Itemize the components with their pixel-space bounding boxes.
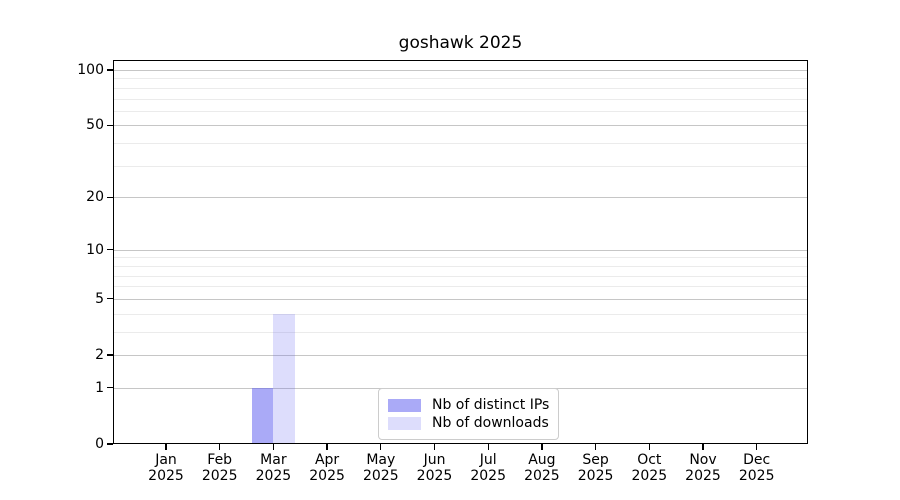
x-tick-year-may: 2025 <box>362 468 399 484</box>
y-tick-label-100: 100 <box>77 62 104 78</box>
x-tick-aug <box>541 444 543 450</box>
major-gridline-5 <box>113 298 808 300</box>
legend-swatch-nb-of-distinct-ips <box>388 398 421 412</box>
legend-swatch-nb-of-downloads <box>388 416 421 430</box>
x-tick-feb <box>219 444 221 450</box>
x-tick-month-jun: Jun <box>423 452 446 468</box>
x-tick-year-oct: 2025 <box>631 468 668 484</box>
y-tick-50 <box>107 124 113 127</box>
x-tick-year-dec: 2025 <box>738 468 775 484</box>
x-tick-label-jun: Jun 2025 <box>403 452 467 484</box>
x-tick-year-feb: 2025 <box>201 468 238 484</box>
x-tick-label-oct: Oct 2025 <box>617 452 681 484</box>
x-tick-label-jan: Jan 2025 <box>134 452 198 484</box>
x-tick-mar <box>272 444 275 450</box>
y-tick-label-5: 5 <box>95 290 104 307</box>
x-tick-label-sep: Sep 2025 <box>564 452 628 484</box>
x-tick-year-aug: 2025 <box>524 468 560 484</box>
major-gridline-100 <box>113 70 808 71</box>
chart-title: goshawk 2025 <box>398 33 523 53</box>
x-tick-month-aug: Aug <box>528 452 556 468</box>
bar-nb-of-distinct-ips-mar <box>251 387 274 444</box>
y-tick-5 <box>107 298 113 300</box>
x-tick-month-sep: Sep <box>582 452 609 468</box>
legend: Nb of distinct IPs Nb of downloads <box>378 388 560 440</box>
legend-entry-nb-of-downloads: Nb of downloads <box>388 415 549 431</box>
y-tick-label-0: 0 <box>95 436 104 452</box>
minor-gridline-70 <box>113 98 808 100</box>
y-tick-label-2: 2 <box>95 347 104 363</box>
major-gridline-20 <box>113 197 808 199</box>
minor-gridline-30 <box>113 165 808 167</box>
x-tick-year-jan: 2025 <box>148 468 184 484</box>
x-tick-nov <box>702 444 704 450</box>
minor-gridline-3 <box>113 331 808 333</box>
y-tick-label-10: 10 <box>86 241 104 258</box>
x-tick-jul <box>487 444 489 450</box>
x-tick-year-sep: 2025 <box>577 468 614 484</box>
x-tick-month-oct: Oct <box>637 452 662 468</box>
x-tick-jan <box>165 444 167 450</box>
x-tick-label-may: May 2025 <box>349 452 413 484</box>
x-tick-year-mar: 2025 <box>255 468 292 484</box>
minor-gridline-6 <box>113 286 808 288</box>
x-tick-label-feb: Feb 2025 <box>188 452 252 484</box>
legend-label-nb-of-distinct-ips: Nb of distinct IPs <box>432 397 550 413</box>
x-tick-dec <box>756 444 758 450</box>
x-tick-month-dec: Dec <box>743 452 771 468</box>
x-tick-sep <box>594 444 597 450</box>
x-tick-year-jun: 2025 <box>416 468 453 484</box>
x-tick-apr <box>326 444 328 450</box>
axes-frame <box>113 60 808 444</box>
x-tick-month-jan: Jan <box>155 452 177 468</box>
x-tick-month-mar: Mar <box>260 452 287 468</box>
legend-entry-nb-of-distinct-ips: Nb of distinct IPs <box>388 397 549 413</box>
x-tick-label-nov: Nov 2025 <box>671 452 735 484</box>
minor-gridline-60 <box>113 110 808 112</box>
x-tick-month-apr: Apr <box>314 452 340 468</box>
x-tick-oct <box>648 444 650 450</box>
x-tick-jun <box>433 444 436 450</box>
x-tick-month-jul: Jul <box>479 452 497 468</box>
major-gridline-50 <box>113 125 808 127</box>
minor-gridline-9 <box>113 257 808 259</box>
y-tick-0 <box>107 443 113 445</box>
minor-gridline-7 <box>113 275 808 277</box>
x-tick-may <box>380 444 382 450</box>
legend-label-nb-of-downloads: Nb of downloads <box>432 415 549 431</box>
x-tick-label-dec: Dec 2025 <box>725 452 789 484</box>
y-tick-100 <box>107 69 113 71</box>
x-tick-label-jul: Jul 2025 <box>456 452 520 484</box>
minor-gridline-40 <box>113 143 808 145</box>
major-gridline-10 <box>113 249 808 251</box>
x-tick-month-feb: Feb <box>207 452 233 468</box>
y-tick-label-20: 20 <box>86 189 104 206</box>
x-tick-year-nov: 2025 <box>685 468 721 484</box>
y-tick-label-1: 1 <box>95 379 104 396</box>
x-tick-label-aug: Aug 2025 <box>510 452 574 484</box>
minor-gridline-4 <box>113 313 808 315</box>
y-tick-10 <box>107 249 113 251</box>
x-tick-label-apr: Apr 2025 <box>295 452 359 484</box>
minor-gridline-8 <box>113 265 808 267</box>
x-tick-month-nov: Nov <box>689 452 717 468</box>
y-tick-1 <box>107 387 113 389</box>
bar-nb-of-downloads-mar <box>273 313 295 444</box>
minor-gridline-80 <box>113 87 808 89</box>
minor-gridline-90 <box>113 78 808 80</box>
x-tick-year-apr: 2025 <box>309 468 345 484</box>
y-tick-label-50: 50 <box>86 117 104 134</box>
y-tick-20 <box>107 196 113 198</box>
x-tick-month-may: May <box>366 452 396 468</box>
major-gridline-2 <box>113 355 808 356</box>
plot-area: Nb of distinct IPs Nb of downloads <box>113 60 808 444</box>
x-tick-label-mar: Mar 2025 <box>241 452 305 484</box>
y-tick-2 <box>107 354 113 356</box>
x-tick-year-jul: 2025 <box>470 468 506 484</box>
